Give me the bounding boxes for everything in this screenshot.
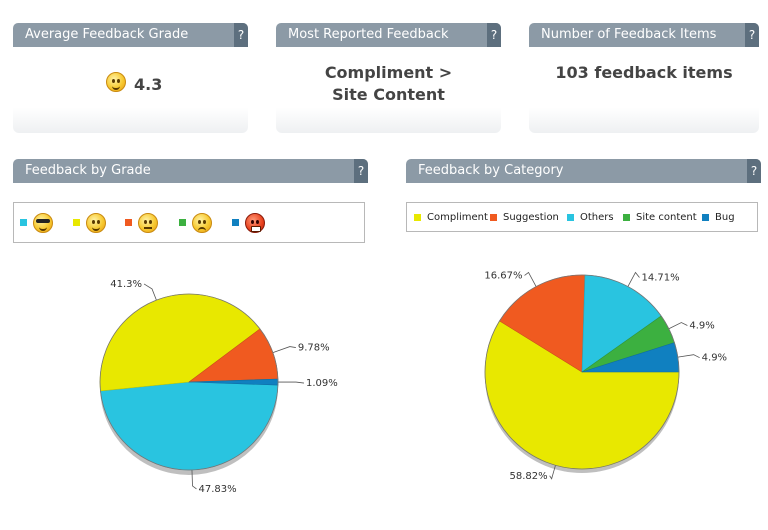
- feedback-count-title: Number of Feedback Items: [541, 27, 717, 42]
- feedback-count-header: Number of Feedback Items ?: [529, 23, 759, 47]
- legend-swatch: [232, 219, 239, 226]
- pie-outline: [99, 293, 279, 471]
- grade-chart-header: Feedback by Grade ?: [13, 159, 368, 183]
- legend-swatch: [20, 219, 27, 226]
- legend-swatch: [702, 213, 709, 221]
- legend-item-others[interactable]: Others: [567, 203, 614, 231]
- avg-grade-value: 4.3: [134, 75, 163, 94]
- pie-leader-line: [143, 283, 157, 301]
- sad-face-icon: [192, 212, 212, 233]
- legend-item-cool[interactable]: [20, 203, 53, 242]
- avg-grade-help-button[interactable]: ?: [234, 23, 248, 47]
- legend-item-bug[interactable]: Bug: [702, 203, 735, 231]
- pie-leader-line: [272, 346, 296, 353]
- legend-item-suggestion[interactable]: Suggestion: [490, 203, 559, 231]
- category-chart-help-button[interactable]: ?: [747, 159, 761, 183]
- pie-data-label: 58.82%: [509, 471, 547, 482]
- pie-data-label: 1.09%: [306, 378, 338, 389]
- pie-data-label: 4.9%: [702, 353, 727, 364]
- pie-data-label: 14.71%: [641, 272, 679, 283]
- most-reported-help-button[interactable]: ?: [487, 23, 501, 47]
- pie-leader-line: [277, 381, 305, 384]
- pie-leader-line: [668, 322, 688, 330]
- avg-grade-title: Average Feedback Grade: [25, 27, 189, 42]
- legend-swatch: [414, 213, 421, 221]
- cool-face-icon: [33, 212, 53, 233]
- most-reported-title: Most Reported Feedback: [288, 27, 449, 42]
- feedback-count-panel: 103 feedback items: [529, 47, 759, 133]
- pie-data-label: 4.9%: [689, 321, 714, 332]
- grade-chart-help-button[interactable]: ?: [354, 159, 368, 183]
- smiley-face-icon: [106, 71, 126, 92]
- grade-chart-title: Feedback by Grade: [25, 163, 151, 178]
- legend-label: Others: [580, 211, 614, 223]
- most-reported-value: Compliment > Site Content: [324, 63, 453, 104]
- legend-swatch: [125, 219, 132, 226]
- angry-face-icon: [245, 212, 265, 233]
- legend-item-sad[interactable]: [179, 203, 212, 242]
- pie-data-label: 16.67%: [484, 270, 522, 281]
- legend-swatch: [73, 219, 80, 226]
- pie-leader-line: [549, 465, 556, 480]
- neutral-face-icon: [138, 212, 158, 233]
- pie-data-label: 9.78%: [298, 343, 330, 354]
- category-legend: Compliment Suggestion Others Site conten…: [406, 202, 758, 232]
- grade-legend: [13, 202, 365, 243]
- pie-slice-0[interactable]: [100, 381, 279, 471]
- legend-swatch: [567, 213, 574, 221]
- happy-face-icon: [86, 212, 106, 233]
- legend-label: Suggestion: [503, 211, 559, 223]
- legend-label: Site content: [636, 211, 697, 223]
- pie-leader-line: [677, 354, 700, 359]
- avg-grade-header: Average Feedback Grade ?: [13, 23, 248, 47]
- legend-label: Bug: [715, 211, 735, 223]
- pie-outline: [484, 274, 680, 470]
- feedback-count-help-button[interactable]: ?: [745, 23, 759, 47]
- legend-swatch: [623, 213, 630, 221]
- pie-data-label: 47.83%: [198, 484, 236, 495]
- pie-data-label: 41.3%: [110, 279, 142, 290]
- legend-item-angry[interactable]: [232, 203, 265, 242]
- most-reported-header: Most Reported Feedback ?: [276, 23, 501, 47]
- legend-item-site-content[interactable]: Site content: [623, 203, 697, 231]
- pie-leader-line: [627, 271, 640, 287]
- pie-leader-line: [191, 469, 197, 490]
- legend-item-happy[interactable]: [73, 203, 106, 242]
- legend-label: Compliment: [427, 211, 488, 223]
- category-pie-chart: 58.82% 16.67% 14.71% 4.9% 4.9%: [484, 270, 727, 482]
- category-chart-header: Feedback by Category ?: [406, 159, 761, 183]
- most-reported-panel: Compliment > Site Content: [276, 47, 501, 133]
- legend-swatch: [490, 213, 497, 221]
- category-chart-title: Feedback by Category: [418, 163, 564, 178]
- legend-swatch: [179, 219, 186, 226]
- grade-pie-chart: 47.83% 41.3% 9.78% 1.09%: [99, 279, 338, 495]
- feedback-count-value: 103 feedback items: [555, 63, 733, 82]
- legend-item-compliment[interactable]: Compliment: [414, 203, 488, 231]
- pie-leader-line: [524, 271, 537, 287]
- avg-grade-panel: 4.3: [13, 47, 248, 133]
- legend-item-neutral[interactable]: [125, 203, 158, 242]
